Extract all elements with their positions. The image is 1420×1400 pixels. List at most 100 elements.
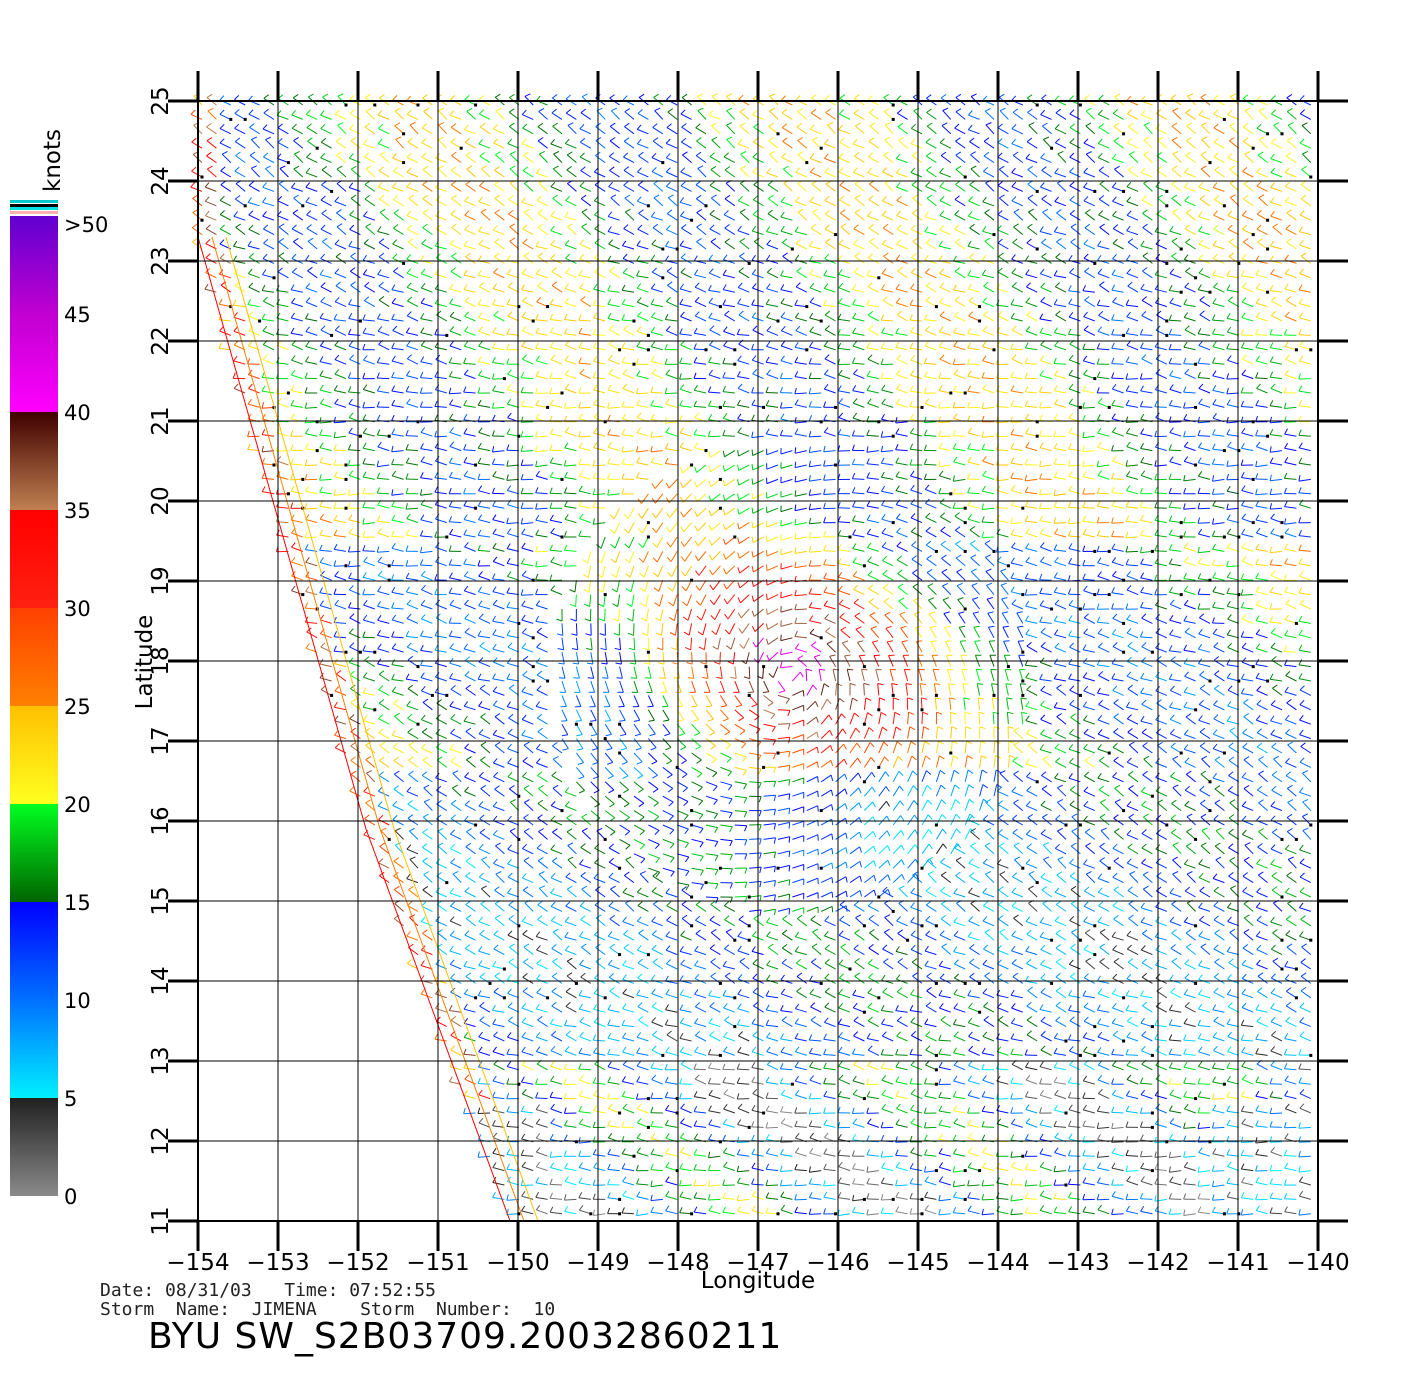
- wind-vector: [565, 272, 577, 279]
- wind-vector: [910, 489, 923, 495]
- wind-vector: [1097, 376, 1110, 380]
- wind-barb: [696, 208, 703, 214]
- wind-vector: [1057, 153, 1067, 163]
- rain-flag-dot: [546, 405, 550, 409]
- wind-vector: [1097, 492, 1110, 495]
- wind-vector: [1039, 391, 1052, 394]
- wind-barb: [823, 270, 828, 276]
- wind-vector: [365, 110, 376, 120]
- wind-vector: [451, 227, 462, 236]
- wind-vector: [293, 140, 304, 149]
- wind-barb: [967, 427, 972, 434]
- wind-vector: [537, 140, 548, 149]
- wind-barb: [405, 385, 410, 392]
- wind-vector: [1127, 113, 1139, 120]
- wind-vector: [438, 139, 448, 149]
- wind-vector: [1068, 475, 1081, 480]
- wind-vector: [710, 169, 721, 178]
- wind-barb: [896, 109, 903, 114]
- wind-vector: [1025, 433, 1038, 437]
- wind-barb: [1097, 470, 1102, 476]
- wind-vector: [1025, 274, 1038, 279]
- wind-barb: [319, 370, 324, 377]
- wind-barb: [564, 369, 570, 376]
- wind-barb: [1054, 370, 1059, 376]
- wind-vector: [939, 475, 951, 480]
- wind-vector: [651, 157, 664, 164]
- wind-barb: [925, 512, 931, 518]
- wind-barb: [535, 327, 540, 334]
- wind-vector: [895, 433, 908, 437]
- wind-barb: [694, 466, 698, 473]
- wind-barb: [1269, 240, 1275, 247]
- wind-vector: [492, 450, 505, 453]
- wind-vector: [522, 143, 534, 149]
- wind-vector: [537, 255, 548, 264]
- wind-barb: [564, 471, 568, 478]
- wind-vector: [1241, 533, 1254, 538]
- wind-vector: [708, 302, 721, 308]
- wind-barb: [1096, 343, 1101, 349]
- wind-barb: [248, 181, 254, 186]
- wind-vector: [1301, 169, 1312, 178]
- wind-vector: [1082, 520, 1095, 524]
- wind-vector: [896, 388, 908, 394]
- wind-vector: [334, 403, 347, 408]
- wind-barb: [1255, 441, 1261, 447]
- wind-vector: [1112, 215, 1124, 221]
- wind-vector: [407, 358, 419, 365]
- wind-barb: [494, 166, 500, 171]
- wind-barb: [693, 255, 698, 261]
- wind-vector: [608, 328, 620, 336]
- wind-barb: [1125, 515, 1130, 522]
- wind-barb: [347, 546, 351, 553]
- wind-vector: [593, 493, 606, 496]
- wind-barb: [1140, 109, 1146, 116]
- wind-barb: [679, 427, 684, 434]
- wind-barb: [623, 181, 629, 186]
- wind-vector: [824, 228, 836, 236]
- wind-vector: [420, 461, 433, 466]
- wind-vector: [1198, 403, 1211, 408]
- wind-vector: [653, 183, 664, 192]
- wind-barb: [866, 528, 872, 535]
- wind-barb: [1255, 255, 1260, 262]
- wind-vector: [1111, 347, 1124, 351]
- wind-vector: [739, 255, 750, 264]
- wind-vector: [580, 198, 592, 207]
- wind-barb: [1256, 95, 1262, 101]
- rain-flag-dot: [1050, 146, 1054, 150]
- wind-vector: [1027, 111, 1038, 120]
- wind-vector: [1026, 141, 1038, 149]
- wind-vector: [1068, 464, 1081, 467]
- wind-barb: [1140, 514, 1144, 521]
- wind-barb: [1269, 328, 1273, 335]
- wind-vector: [854, 197, 865, 207]
- wind-barb: [464, 224, 470, 230]
- wind-barb: [1168, 284, 1173, 291]
- wind-vector: [737, 360, 750, 365]
- wind-vector: [1256, 287, 1268, 293]
- wind-barb: [1128, 166, 1134, 171]
- wind-vector: [1011, 358, 1024, 365]
- wind-vector: [1284, 433, 1297, 437]
- wind-vector: [824, 157, 836, 164]
- wind-barb: [1111, 399, 1116, 406]
- wind-vector: [823, 450, 836, 453]
- wind-vector: [665, 463, 678, 466]
- wind-barb: [219, 95, 225, 101]
- wind-vector: [1284, 532, 1297, 538]
- wind-vector: [1285, 358, 1297, 365]
- wind-barb: [578, 470, 584, 477]
- wind-vector: [881, 490, 894, 495]
- wind-vector: [882, 171, 894, 178]
- wind-vector: [578, 490, 591, 495]
- wind-vector: [478, 143, 491, 149]
- wind-vector: [679, 378, 692, 380]
- wind-vector: [449, 330, 462, 336]
- wind-barb: [293, 194, 299, 199]
- wind-vector: [1298, 434, 1311, 437]
- rain-flag-dot: [229, 305, 233, 309]
- rain-flag-dot: [301, 477, 305, 481]
- wind-barb: [247, 298, 252, 305]
